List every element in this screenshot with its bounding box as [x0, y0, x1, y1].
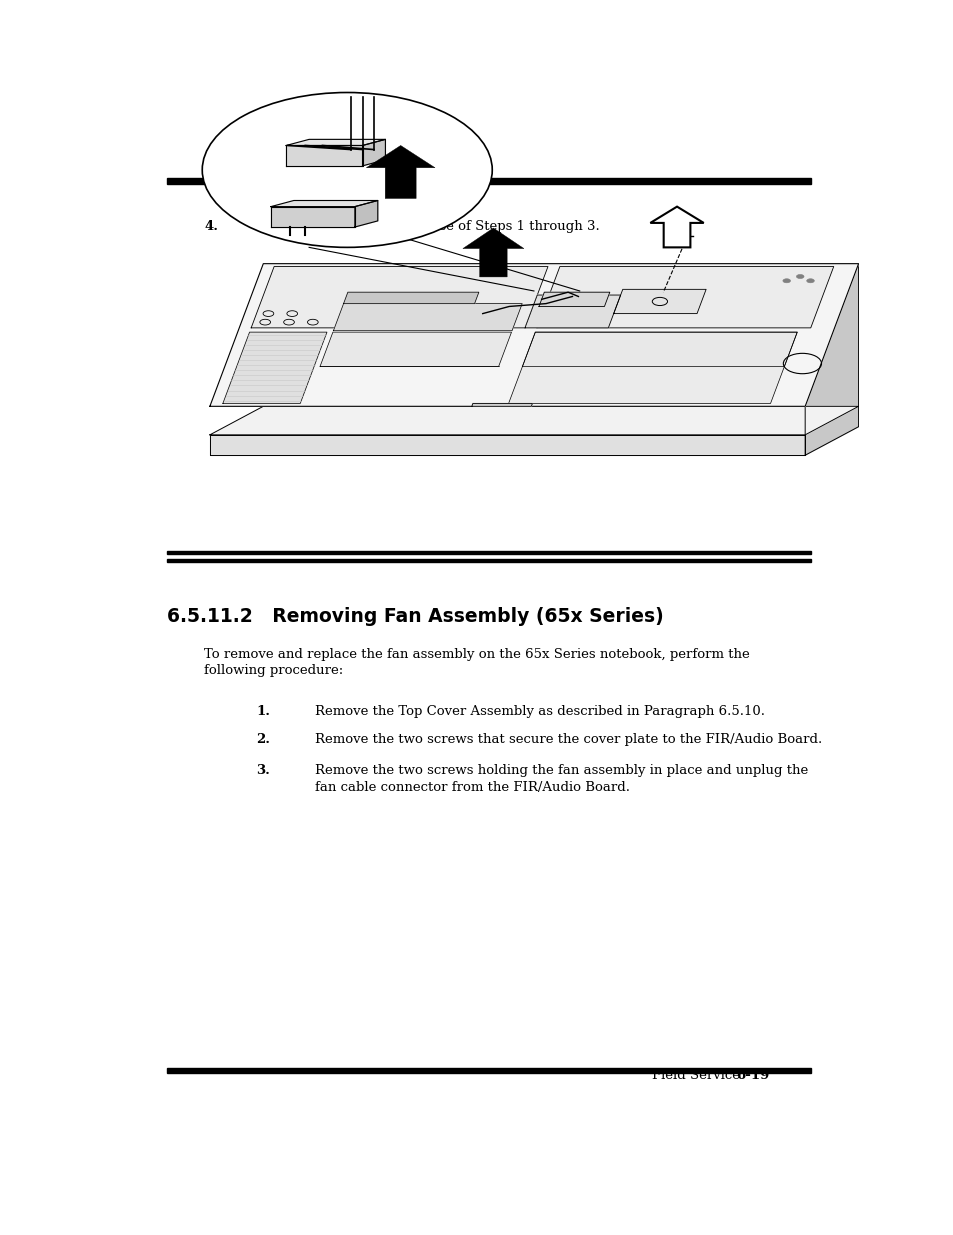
- Polygon shape: [462, 228, 523, 277]
- Polygon shape: [613, 289, 705, 314]
- Text: Field Service: Field Service: [651, 1070, 739, 1082]
- Text: Remove the two screws that secure the cover plate to the FIR/Audio Board.: Remove the two screws that secure the co…: [314, 734, 821, 746]
- Text: Remove the Top Cover Assembly as described in Paragraph 6.5.10.: Remove the Top Cover Assembly as describ…: [314, 704, 764, 718]
- Polygon shape: [210, 263, 858, 406]
- Polygon shape: [271, 206, 355, 227]
- Polygon shape: [362, 140, 385, 165]
- Bar: [167, 1068, 810, 1072]
- Polygon shape: [223, 332, 327, 404]
- Polygon shape: [537, 267, 833, 327]
- Polygon shape: [524, 295, 620, 327]
- Text: 2.: 2.: [255, 734, 270, 746]
- Text: 6.5.11.2   Removing Fan Assembly (65x Series): 6.5.11.2 Removing Fan Assembly (65x Seri…: [167, 606, 663, 626]
- Bar: [167, 178, 810, 184]
- Polygon shape: [286, 140, 385, 146]
- Polygon shape: [334, 304, 521, 331]
- Polygon shape: [522, 332, 797, 367]
- Text: Replacement is the reverse of Steps 1 through 3.: Replacement is the reverse of Steps 1 th…: [271, 221, 598, 233]
- Text: 6-19: 6-19: [736, 1070, 769, 1082]
- Text: 4.: 4.: [204, 221, 218, 233]
- Polygon shape: [366, 146, 435, 199]
- Polygon shape: [804, 263, 858, 456]
- Circle shape: [806, 279, 814, 283]
- Polygon shape: [650, 206, 703, 247]
- Circle shape: [796, 274, 803, 279]
- Polygon shape: [320, 332, 511, 367]
- Text: following procedure:: following procedure:: [204, 663, 343, 677]
- Polygon shape: [472, 404, 532, 406]
- Polygon shape: [210, 435, 804, 456]
- Bar: [167, 559, 810, 562]
- Polygon shape: [538, 293, 609, 306]
- Text: fan cable connector from the FIR/Audio Board.: fan cable connector from the FIR/Audio B…: [314, 781, 630, 794]
- Polygon shape: [210, 406, 858, 435]
- Circle shape: [202, 93, 492, 247]
- Text: Remove the two screws holding the fan assembly in place and unplug the: Remove the two screws holding the fan as…: [314, 764, 807, 777]
- Bar: [167, 551, 810, 555]
- Polygon shape: [508, 332, 797, 404]
- Polygon shape: [286, 146, 362, 165]
- Circle shape: [782, 279, 790, 283]
- Text: To remove and replace the fan assembly on the 65x Series notebook, perform the: To remove and replace the fan assembly o…: [204, 648, 749, 662]
- Polygon shape: [251, 267, 547, 327]
- Polygon shape: [355, 200, 377, 227]
- Text: 3.: 3.: [255, 764, 270, 777]
- Polygon shape: [343, 293, 478, 304]
- Polygon shape: [271, 200, 377, 206]
- Text: 1.: 1.: [255, 704, 270, 718]
